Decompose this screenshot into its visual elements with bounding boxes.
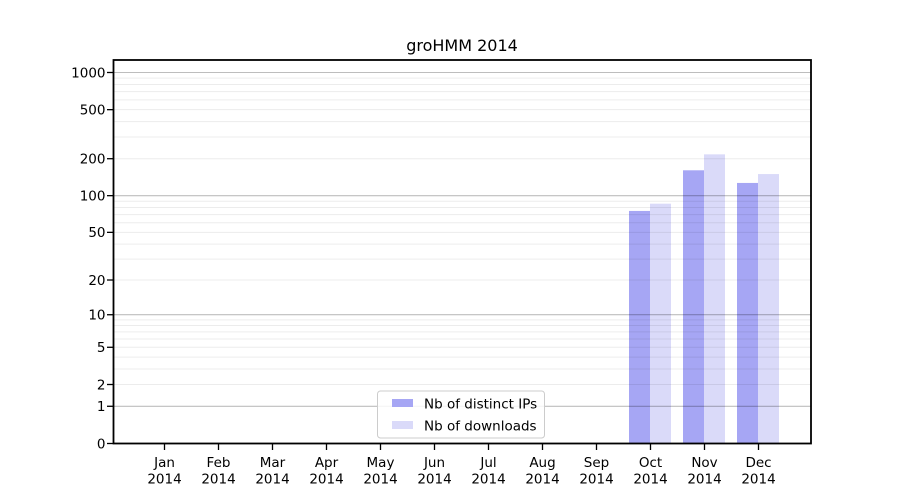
y-tick-label: 10 [88,308,105,324]
x-tick-label-month: Oct [639,455,662,471]
plot-area-border [112,59,812,445]
x-tick-label-year: 2014 [363,472,397,488]
y-axis: 0 1 2 5 10 20 50 100 200 500 1000 [71,65,114,452]
bar-ips-month-12 [737,182,758,444]
x-tick-label-month: Aug [529,455,555,471]
x-tick-label-year: 2014 [741,472,775,488]
legend-label-ips: Nb of distinct IPs [424,397,537,413]
legend-frame [377,390,545,439]
y-tick-label: 2 [97,377,106,393]
x-tick-label-month: Dec [745,455,771,471]
x-tick-label-year: 2014 [147,472,181,488]
legend-swatch-downloads [392,421,413,429]
y-tick-label: 100 [80,188,106,204]
x-tick-label-month: May [367,455,395,471]
x-tick-label-month: Jan [153,455,175,471]
y-tick-label: 1 [97,399,106,415]
bar-downloads-month-10 [650,203,671,444]
bar-downloads-month-11 [704,154,725,444]
x-tick-label-month: Nov [691,455,717,471]
x-tick-label-month: Apr [315,455,339,471]
x-tick-label-year: 2014 [471,472,505,488]
y-tick-label: 500 [80,102,106,118]
chart-title: groHMM 2014 [406,36,518,55]
y-tick-label: 5 [97,340,106,356]
y-tick-label: 50 [88,225,105,241]
y-tick-label: 0 [97,436,106,452]
x-tick-label-month: Feb [207,455,231,471]
x-axis: Jan2014Feb2014Mar2014Apr2014May2014Jun20… [147,443,776,488]
legend-swatch-ips [392,399,413,407]
gridlines-layer [113,71,811,407]
x-tick-label-year: 2014 [255,472,289,488]
x-tick-label-year: 2014 [417,472,451,488]
x-tick-label-year: 2014 [579,472,613,488]
x-tick-label-month: Mar [260,455,286,471]
x-tick-label-year: 2014 [201,472,235,488]
bar-ips-month-10 [629,210,650,444]
x-tick-label-year: 2014 [525,472,559,488]
y-tick-label: 200 [80,152,106,168]
legend: Nb of distinct IPs Nb of downloads [377,390,545,439]
x-tick-label-month: Sep [584,455,609,471]
x-tick-label-month: Jun [423,455,445,471]
x-tick-label-year: 2014 [633,472,667,488]
x-tick-label-month: Jul [479,455,496,471]
y-tick-label: 1000 [71,65,105,81]
y-tick-label: 20 [88,273,105,289]
bars-layer [629,154,779,444]
bar-downloads-month-12 [758,174,779,444]
x-tick-label-year: 2014 [309,472,343,488]
x-tick-label-year: 2014 [687,472,721,488]
bar-ips-month-11 [683,170,704,444]
legend-label-downloads: Nb of downloads [424,419,537,435]
